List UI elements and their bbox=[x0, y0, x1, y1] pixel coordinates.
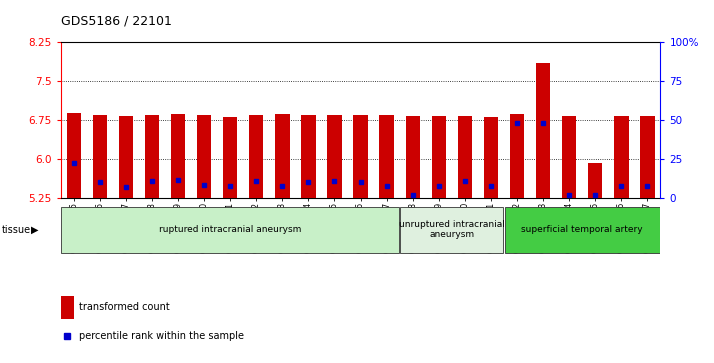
Bar bbox=[119, 116, 133, 198]
Bar bbox=[406, 116, 420, 198]
Bar bbox=[510, 114, 524, 198]
Bar bbox=[145, 115, 159, 198]
Bar bbox=[614, 116, 628, 198]
Bar bbox=[640, 116, 655, 198]
Bar bbox=[353, 115, 368, 198]
FancyBboxPatch shape bbox=[505, 207, 660, 253]
FancyBboxPatch shape bbox=[401, 207, 503, 253]
Bar bbox=[171, 114, 185, 198]
Text: ▶: ▶ bbox=[31, 225, 39, 234]
Text: GDS5186 / 22101: GDS5186 / 22101 bbox=[61, 15, 171, 28]
Text: ruptured intracranial aneurysm: ruptured intracranial aneurysm bbox=[159, 225, 301, 234]
Bar bbox=[301, 115, 316, 198]
Bar bbox=[536, 62, 550, 198]
Text: tissue: tissue bbox=[1, 225, 31, 234]
Text: unruptured intracranial
aneurysm: unruptured intracranial aneurysm bbox=[399, 220, 505, 239]
Bar bbox=[66, 113, 81, 198]
Bar bbox=[458, 116, 472, 198]
Bar bbox=[249, 115, 263, 198]
Bar bbox=[484, 117, 498, 198]
Text: superficial temporal artery: superficial temporal artery bbox=[521, 225, 643, 234]
Bar bbox=[197, 115, 211, 198]
Bar bbox=[379, 115, 394, 198]
Bar bbox=[61, 296, 74, 319]
Bar bbox=[93, 115, 107, 198]
Bar bbox=[223, 117, 237, 198]
Bar bbox=[327, 115, 342, 198]
Bar bbox=[432, 116, 446, 198]
Bar bbox=[588, 163, 603, 198]
Bar bbox=[275, 114, 289, 198]
FancyBboxPatch shape bbox=[61, 207, 399, 253]
Bar bbox=[562, 116, 576, 198]
Text: percentile rank within the sample: percentile rank within the sample bbox=[79, 331, 243, 341]
Text: transformed count: transformed count bbox=[79, 302, 169, 312]
